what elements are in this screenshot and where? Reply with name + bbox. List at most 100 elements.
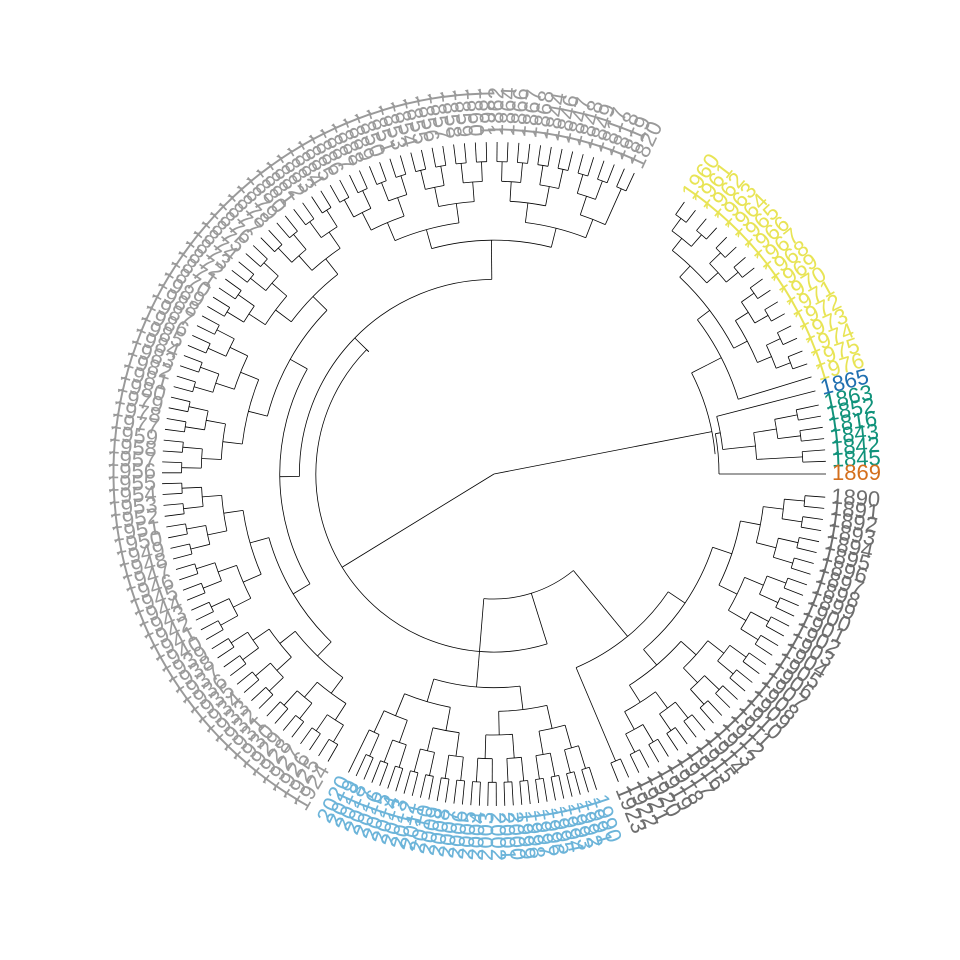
branch: [675, 201, 685, 215]
leaf-label: 1958: [107, 433, 158, 461]
leaf-label: 1845: [831, 445, 881, 472]
branch: [604, 188, 622, 225]
branch: [403, 770, 411, 794]
branch: [539, 165, 544, 185]
branch-arc: [239, 655, 247, 665]
branch: [624, 711, 635, 730]
branch-arc: [765, 616, 772, 627]
branch: [588, 767, 597, 790]
branch: [186, 592, 206, 601]
branch: [411, 772, 419, 796]
branch: [218, 287, 236, 300]
branch: [361, 212, 372, 231]
branch: [778, 537, 799, 544]
branch: [545, 186, 550, 206]
branch-arc: [659, 701, 676, 715]
branch: [756, 542, 777, 549]
branch: [674, 727, 688, 745]
branch-arc: [236, 565, 252, 599]
branch: [279, 630, 296, 644]
branch: [381, 182, 389, 202]
branch: [718, 584, 738, 595]
branch: [298, 255, 313, 271]
leaf-label: 1999: [512, 810, 541, 861]
branch: [326, 209, 338, 228]
branch: [733, 340, 748, 349]
branch: [606, 164, 615, 183]
branch-arc: [509, 200, 546, 207]
branch: [162, 482, 182, 485]
branch: [616, 168, 625, 187]
branch-arc: [441, 777, 450, 780]
branch: [749, 278, 763, 289]
leaf-label: 1955: [107, 470, 157, 496]
branch-arc: [538, 724, 566, 732]
branch: [717, 660, 734, 675]
leaf-label: 1843: [829, 419, 880, 449]
branch-arc: [741, 301, 756, 324]
branch: [775, 362, 791, 369]
leaf-label: 1858: [436, 88, 467, 140]
branch: [379, 162, 387, 181]
branch: [312, 296, 328, 311]
branch: [547, 146, 552, 167]
branch: [791, 567, 811, 575]
branch: [478, 598, 485, 664]
branch-arc: [477, 757, 493, 760]
branch: [748, 652, 767, 665]
branch: [302, 202, 315, 220]
branch: [777, 325, 792, 334]
branch: [216, 329, 235, 340]
branch-arc: [485, 733, 513, 736]
branch: [625, 733, 636, 753]
branch: [564, 724, 572, 749]
branch: [729, 644, 747, 658]
branch: [542, 778, 548, 802]
branch-arc: [204, 410, 209, 430]
branch: [211, 598, 230, 608]
branch-arc: [696, 230, 707, 240]
branch: [691, 714, 706, 731]
branch: [248, 410, 268, 417]
branch-arc: [772, 538, 779, 558]
branch: [519, 781, 523, 805]
branch: [226, 311, 245, 323]
branch: [736, 669, 753, 683]
branch: [170, 396, 191, 403]
branch: [284, 215, 298, 232]
branch: [329, 185, 341, 203]
branch: [309, 221, 322, 238]
branch: [291, 721, 305, 738]
branch: [774, 414, 798, 420]
branch-arc: [432, 727, 460, 734]
branch: [420, 170, 426, 190]
branch: [238, 261, 255, 275]
leaf-label: 1953: [107, 492, 158, 522]
branch-arc: [298, 279, 492, 477]
leaf-label: 1890: [830, 483, 881, 511]
branch: [587, 157, 595, 177]
branch: [217, 565, 237, 573]
branch: [741, 292, 755, 303]
branch: [330, 677, 344, 694]
branch-arc: [435, 165, 446, 168]
leaf-label: 2007: [433, 808, 464, 860]
branch: [509, 181, 512, 202]
branch: [230, 663, 247, 677]
branch: [573, 570, 616, 621]
branch: [764, 301, 779, 311]
branch: [493, 431, 712, 475]
branch-arc: [353, 208, 372, 218]
branch: [787, 577, 808, 586]
branch: [722, 448, 733, 450]
branch: [212, 296, 230, 308]
branch: [453, 144, 457, 164]
branch: [202, 495, 222, 498]
branch-arc: [581, 766, 590, 770]
branch: [162, 492, 183, 495]
branch-arc: [187, 401, 191, 412]
branch: [309, 733, 321, 751]
branch: [550, 776, 556, 801]
branch: [207, 347, 227, 357]
branch: [293, 234, 307, 250]
